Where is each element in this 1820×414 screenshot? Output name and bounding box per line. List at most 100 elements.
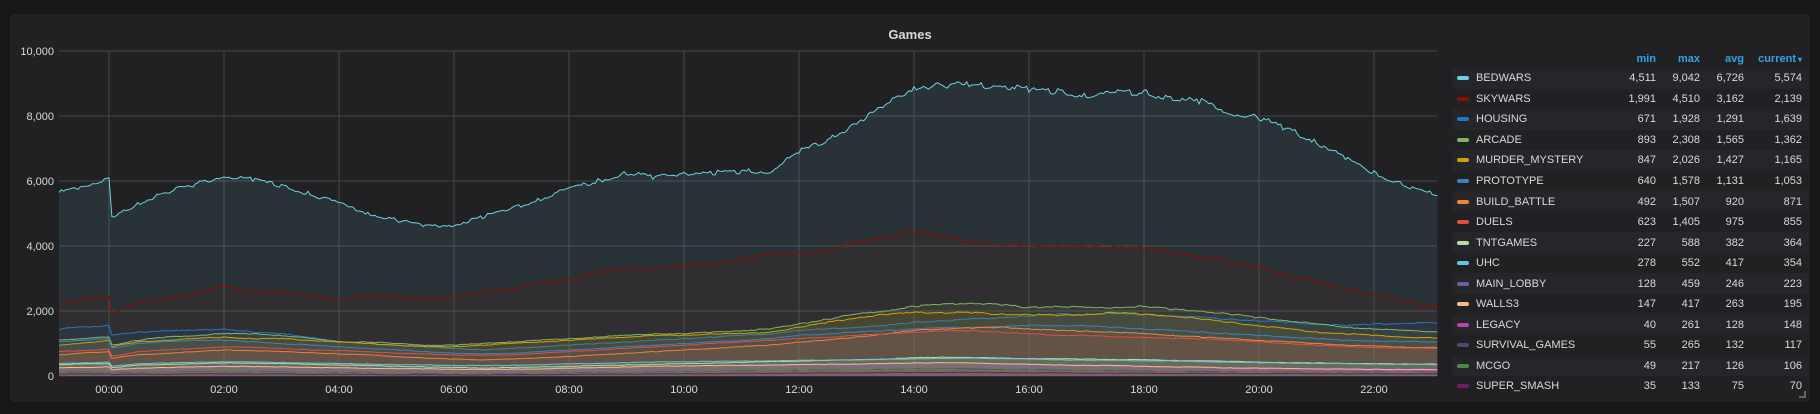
legend-item[interactable]: UHC 278 552 417 354 — [1452, 253, 1808, 274]
series-line-duels[interactable] — [58, 329, 1438, 357]
series-current: 117 — [1784, 339, 1802, 352]
legend-item[interactable]: TNTGAMES 227 588 382 364 — [1452, 232, 1808, 253]
legend-item[interactable]: BUILD_BATTLE 492 1,507 920 871 — [1452, 191, 1808, 212]
series-line-prototype[interactable] — [58, 324, 1438, 355]
y-tick-label: 4,000 — [26, 241, 54, 253]
series-line-build_battle[interactable] — [58, 326, 1438, 361]
y-tick-label: 0 — [48, 371, 54, 383]
series-name[interactable]: SUPER_SMASH — [1476, 380, 1560, 393]
series-color-swatch-icon[interactable] — [1457, 240, 1469, 245]
legend-col-avg[interactable]: avg — [1725, 53, 1744, 65]
series-max: 217 — [1681, 359, 1700, 372]
series-min: 49 — [1643, 359, 1656, 372]
series-max: 1,405 — [1672, 216, 1700, 229]
series-color-swatch-icon[interactable] — [1457, 96, 1469, 101]
time-series-chart[interactable]: 0 2,000 4,000 6,000 8,000 10,000 00:00 02:00 04:… — [10, 14, 1450, 402]
x-tick-label: 14:00 — [900, 384, 928, 396]
legend-item[interactable]: MURDER_MYSTERY 847 2,026 1,427 1,165 — [1452, 150, 1808, 171]
series-name[interactable]: BEDWARS — [1476, 72, 1532, 85]
series-color-swatch-icon[interactable] — [1457, 363, 1469, 368]
series-line-skywars[interactable] — [58, 230, 1438, 314]
series-min: 278 — [1637, 257, 1656, 270]
series-min: 147 — [1637, 298, 1656, 311]
legend-item[interactable]: MAIN_LOBBY 128 459 246 223 — [1452, 273, 1808, 295]
series-name[interactable]: DUELS — [1476, 216, 1513, 229]
series-current: 1,165 — [1774, 154, 1802, 167]
series-name[interactable]: TNTGAMES — [1476, 236, 1538, 249]
series-line-housing[interactable] — [58, 312, 1438, 351]
series-name[interactable]: WALLS3 — [1476, 298, 1520, 311]
series-name[interactable]: PROTOTYPE — [1476, 175, 1544, 187]
series-color-swatch-icon[interactable] — [1457, 261, 1469, 266]
x-tick-label: 02:00 — [210, 384, 238, 396]
series-current: 364 — [1783, 236, 1802, 249]
legend-item[interactable]: SUPER_SMASH 35 133 75 70 — [1452, 376, 1808, 397]
legend-col-max[interactable]: max — [1677, 53, 1700, 65]
series-min: 893 — [1637, 133, 1656, 146]
series-name[interactable]: ARCADE — [1476, 133, 1522, 146]
series-line-murder_mystery[interactable] — [58, 311, 1438, 348]
series-min: 35 — [1643, 380, 1656, 393]
series-max: 261 — [1681, 318, 1700, 331]
series-name[interactable]: LEGACY — [1476, 318, 1521, 331]
series-current: 106 — [1783, 359, 1802, 372]
legend-item[interactable]: SURVIVAL_GAMES 55 265 132 117 — [1452, 335, 1808, 356]
legend-item[interactable]: HOUSING 671 1,928 1,291 1,639 — [1452, 109, 1808, 130]
series-color-swatch-icon[interactable] — [1457, 220, 1469, 225]
legend-item[interactable]: ARCADE 893 2,308 1,565 1,362 — [1452, 130, 1808, 151]
legend-item[interactable]: WALLS3 147 417 263 195 — [1452, 294, 1808, 315]
x-tick-label: 20:00 — [1245, 384, 1273, 396]
series-avg: 417 — [1725, 257, 1744, 270]
series-line-walls3[interactable] — [58, 361, 1438, 371]
series-line-arcade[interactable] — [58, 302, 1438, 347]
series-color-swatch-icon[interactable] — [1457, 281, 1469, 286]
series-min: 671 — [1637, 113, 1656, 126]
legend-col-min[interactable]: min — [1636, 53, 1656, 65]
legend-col-current[interactable]: current ▾ — [1758, 53, 1802, 65]
series-color-swatch-icon[interactable] — [1457, 322, 1469, 327]
resize-handle-icon[interactable] — [1799, 391, 1806, 398]
x-tick-label: 12:00 — [785, 384, 813, 396]
series-line-bedwars[interactable] — [58, 80, 1438, 228]
series-color-swatch-icon[interactable] — [1457, 302, 1469, 307]
series-name[interactable]: SKYWARS — [1476, 92, 1531, 105]
series-line-tntgames[interactable] — [58, 356, 1438, 369]
series-avg: 382 — [1725, 236, 1744, 249]
series-current: 195 — [1783, 298, 1802, 311]
series-color-swatch-icon[interactable] — [1457, 199, 1469, 204]
series-color-swatch-icon[interactable] — [1457, 179, 1469, 183]
legend-item[interactable]: MCGO 49 217 126 106 — [1452, 355, 1808, 377]
legend-item[interactable]: DUELS 623 1,405 975 855 — [1452, 212, 1808, 233]
series-name[interactable]: SURVIVAL_GAMES — [1476, 339, 1576, 352]
series-current: 1,362 — [1774, 133, 1802, 146]
x-tick-label: 06:00 — [440, 384, 468, 396]
series-line-uhc[interactable] — [58, 357, 1438, 367]
series-color-swatch-icon[interactable] — [1457, 384, 1469, 389]
series-line-mcgo[interactable] — [59, 368, 1438, 375]
series-color-swatch-icon[interactable] — [1457, 158, 1469, 163]
y-tick-label: 10,000 — [20, 46, 54, 58]
series-name[interactable]: MURDER_MYSTERY — [1476, 154, 1584, 167]
series-name[interactable]: MAIN_LOBBY — [1476, 277, 1547, 290]
legend-item[interactable]: PROTOTYPE 640 1,578 1,131 1,053 — [1452, 171, 1808, 192]
series-name[interactable]: MCGO — [1476, 359, 1511, 372]
series-min: 492 — [1637, 195, 1656, 208]
series-name[interactable]: UHC — [1476, 257, 1500, 270]
series-name[interactable]: HOUSING — [1476, 113, 1528, 126]
legend-header: min max avg current ▾ — [1452, 50, 1808, 68]
series-color-swatch-icon[interactable] — [1457, 76, 1469, 81]
series-color-swatch-icon[interactable] — [1457, 343, 1469, 348]
series-current: 2,139 — [1774, 92, 1802, 105]
series-line-super_smash[interactable] — [58, 371, 1438, 376]
series-color-swatch-icon[interactable] — [1457, 137, 1469, 142]
series-max: 588 — [1681, 236, 1700, 249]
series-line-survival_games[interactable] — [58, 368, 1438, 375]
legend-item[interactable]: BEDWARS 4,511 9,042 6,726 5,574 — [1452, 68, 1808, 89]
legend-item[interactable]: LEGACY 40 261 128 148 — [1452, 314, 1808, 336]
panel-title[interactable]: Games — [888, 27, 932, 42]
legend-table: min max avg current ▾ BEDWARS 4,511 9,042… — [1452, 50, 1808, 397]
series-name[interactable]: BUILD_BATTLE — [1476, 195, 1556, 208]
legend-item[interactable]: SKYWARS 1,991 4,510 3,162 2,139 — [1452, 89, 1808, 110]
series-avg: 975 — [1725, 216, 1744, 229]
series-color-swatch-icon[interactable] — [1457, 117, 1469, 122]
